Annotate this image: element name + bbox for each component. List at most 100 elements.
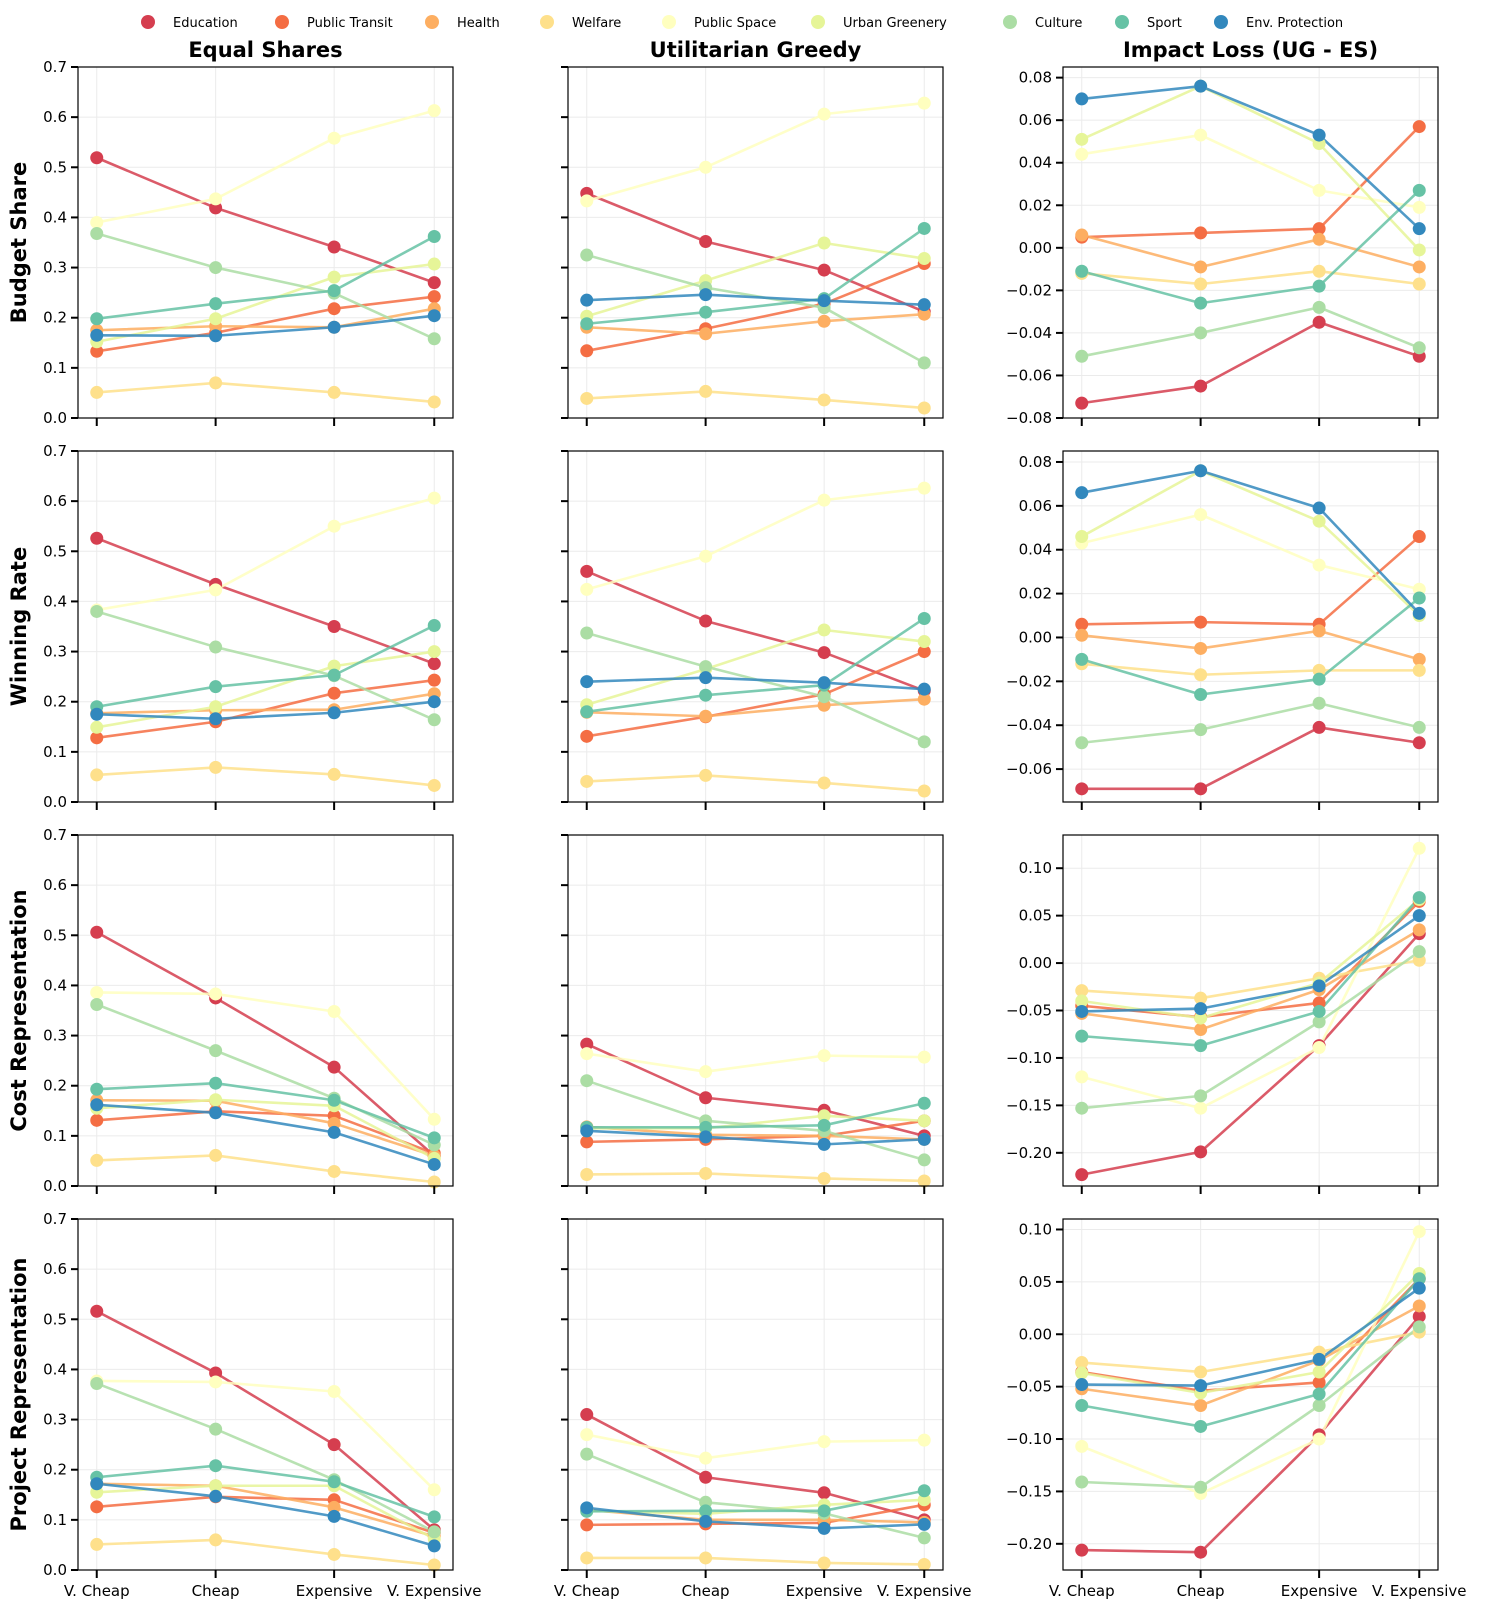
y-tick-label: 0.00 xyxy=(1019,239,1052,257)
point-public-transit xyxy=(1312,222,1326,236)
point-public-space xyxy=(699,1065,713,1079)
point-education xyxy=(1412,1309,1426,1323)
point-sport xyxy=(699,688,713,702)
point-culture xyxy=(1075,736,1089,750)
series-line-health xyxy=(96,307,435,332)
point-welfare xyxy=(327,385,341,399)
point-culture xyxy=(1075,1475,1089,1489)
point-education xyxy=(427,276,441,290)
point-urban-greenery xyxy=(1075,1366,1089,1380)
point-culture xyxy=(1312,1399,1326,1413)
series-line-welfare xyxy=(96,381,435,404)
point-welfare xyxy=(90,1153,104,1167)
point-welfare xyxy=(699,1551,713,1565)
point-sport xyxy=(1194,1039,1208,1053)
point-education xyxy=(580,1037,594,1051)
point-env-protection xyxy=(1412,222,1426,236)
point-sport xyxy=(427,1131,441,1145)
point-sport xyxy=(699,305,713,319)
point-health xyxy=(1075,228,1089,242)
point-sport xyxy=(90,312,104,326)
legend-marker-education xyxy=(141,15,155,29)
point-public-space xyxy=(327,1005,341,1019)
point-education xyxy=(327,1438,341,1452)
point-education xyxy=(209,201,223,215)
point-urban-greenery xyxy=(917,252,931,266)
x-tick-label: V. Cheap xyxy=(64,1582,130,1600)
point-education xyxy=(1194,1145,1208,1159)
series-line-public-space xyxy=(96,991,436,1121)
y-tick-label: 0.02 xyxy=(1019,196,1052,214)
point-public-space xyxy=(1194,508,1208,522)
y-tick-label: −0.02 xyxy=(1006,281,1052,299)
series-line-sport xyxy=(586,227,925,326)
point-urban-greenery xyxy=(917,1493,931,1507)
point-welfare xyxy=(817,393,831,407)
y-tick-label: 0.04 xyxy=(1019,154,1052,172)
point-sport xyxy=(327,284,341,298)
y-tick-label: −0.08 xyxy=(1006,409,1052,427)
point-health xyxy=(1312,232,1326,246)
series-line-sport xyxy=(96,1081,435,1140)
column-title-equal-shares: Equal Shares xyxy=(188,38,342,62)
x-tick-label: Expensive xyxy=(786,1582,863,1600)
series-line-sport xyxy=(96,1464,435,1519)
point-welfare xyxy=(90,768,104,782)
point-welfare xyxy=(917,784,931,798)
point-sport xyxy=(1312,1004,1326,1018)
point-sport xyxy=(699,1120,713,1134)
series-line-public-transit xyxy=(586,1503,925,1527)
series-line-health xyxy=(1081,1304,1420,1407)
point-health xyxy=(327,1500,341,1514)
point-sport xyxy=(580,705,594,719)
point-public-space xyxy=(209,583,223,597)
y-tick-label: 0.4 xyxy=(43,1360,67,1378)
point-public-transit xyxy=(1312,1375,1326,1389)
point-health xyxy=(699,327,713,341)
point-education xyxy=(1075,396,1089,410)
point-public-transit xyxy=(427,673,441,687)
point-env-protection xyxy=(209,329,223,343)
point-public-space xyxy=(90,985,104,999)
series-line-public-transit xyxy=(1081,1277,1421,1393)
point-public-space xyxy=(1312,1040,1326,1054)
point-sport xyxy=(1075,1399,1089,1413)
point-welfare xyxy=(427,778,441,792)
point-welfare xyxy=(1412,663,1426,677)
point-public-transit xyxy=(90,1113,104,1127)
point-urban-greenery xyxy=(1412,243,1426,257)
point-sport xyxy=(817,1504,831,1518)
series-line-public-transit xyxy=(586,650,925,738)
point-culture xyxy=(427,1525,441,1539)
point-public-transit xyxy=(327,686,341,700)
point-culture xyxy=(209,1422,223,1436)
point-education xyxy=(1312,720,1326,734)
point-public-space xyxy=(1194,128,1208,142)
point-education xyxy=(209,1366,223,1380)
point-culture xyxy=(917,1531,931,1545)
point-health xyxy=(1194,1022,1208,1036)
y-tick-label: 0.10 xyxy=(1019,1220,1052,1238)
y-tick-label: −0.15 xyxy=(1006,1096,1052,1114)
point-env-protection xyxy=(1075,486,1089,500)
row-titles: Budget Share Winning Rate Cost Represent… xyxy=(7,162,31,1532)
y-tick-label: 0.00 xyxy=(1019,628,1052,646)
point-env-protection xyxy=(699,1514,713,1528)
point-public-space xyxy=(327,1384,341,1398)
point-health xyxy=(327,1116,341,1130)
point-env-protection xyxy=(817,294,831,308)
y-tick-label: 0.3 xyxy=(43,1411,67,1429)
point-culture xyxy=(1194,1089,1208,1103)
legend-item-sport: Sport xyxy=(1115,15,1182,31)
point-sport xyxy=(209,1459,223,1473)
point-public-space xyxy=(699,549,713,563)
point-env-protection xyxy=(699,1130,713,1144)
series-line-welfare xyxy=(96,766,435,787)
point-welfare xyxy=(427,395,441,409)
point-public-space xyxy=(427,1112,441,1126)
panel-cost-representation-impact-loss-ug-es: −0.20 −0.15 −0.10 −0.05 0.00 0.05 0.10 xyxy=(1006,834,1439,1194)
panel-frame xyxy=(1062,450,1439,803)
point-env-protection xyxy=(1312,1352,1326,1366)
legend-label: Welfare xyxy=(572,16,621,31)
series-line-sport xyxy=(1081,596,1421,696)
